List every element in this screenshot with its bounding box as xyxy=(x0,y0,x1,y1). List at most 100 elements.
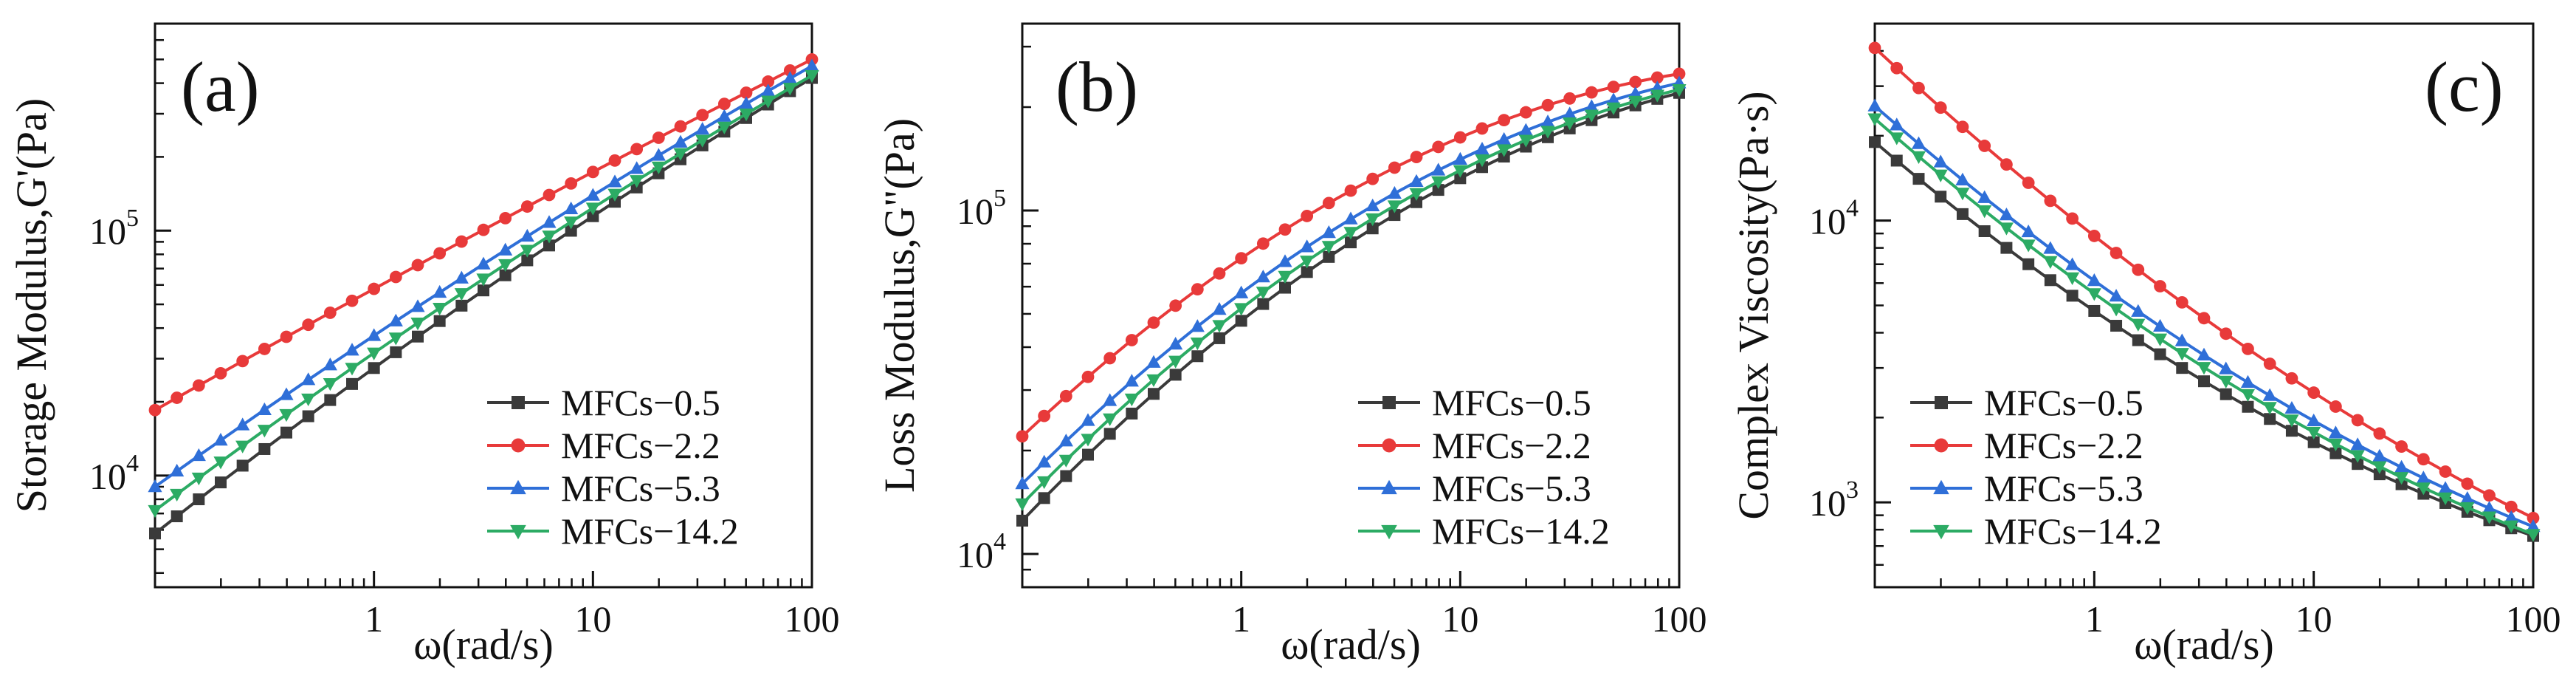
data-point xyxy=(455,299,468,312)
data-point xyxy=(2110,320,2123,332)
data-point xyxy=(1235,252,1248,265)
data-point xyxy=(1956,208,1969,220)
x-tick-label: 10 xyxy=(1442,598,1478,640)
data-point xyxy=(280,426,292,439)
data-point xyxy=(193,493,205,505)
series-1 xyxy=(148,53,819,417)
data-point xyxy=(1497,131,1512,146)
data-point xyxy=(1058,434,1073,447)
data-point xyxy=(2087,230,2101,242)
legend-label: MFCs−0.5 xyxy=(1432,382,1591,423)
data-point xyxy=(2483,489,2496,502)
data-point xyxy=(2022,258,2035,270)
data-point xyxy=(1015,498,1030,511)
data-point xyxy=(2000,242,2013,254)
data-point xyxy=(279,387,294,400)
data-point xyxy=(1955,172,1970,185)
y-axis-title: Complex Viscosity(Pa·s) xyxy=(1729,91,1777,519)
data-point xyxy=(565,225,577,237)
data-point xyxy=(1345,236,1357,249)
y-tick-label: 105 xyxy=(89,205,139,252)
data-point xyxy=(1366,198,1380,212)
data-point xyxy=(2021,239,2036,253)
data-point xyxy=(1366,213,1380,227)
data-point xyxy=(1933,169,1948,182)
data-point xyxy=(192,379,205,392)
series-2 xyxy=(1867,98,2541,533)
data-point xyxy=(2416,470,2431,484)
data-point xyxy=(2176,362,2188,374)
data-point xyxy=(2197,312,2211,325)
legend-label: MFCs−2.2 xyxy=(561,425,720,466)
data-point xyxy=(695,122,710,135)
data-point xyxy=(1629,75,1642,89)
x-tick-label: 1 xyxy=(365,598,383,640)
data-point xyxy=(2328,438,2343,452)
y-tick-label: 105 xyxy=(957,185,1006,232)
data-point xyxy=(2526,529,2541,542)
x-tick-label: 10 xyxy=(574,598,611,640)
data-point xyxy=(1410,151,1423,163)
data-point xyxy=(1541,98,1554,112)
series-1 xyxy=(1868,41,2540,524)
data-point xyxy=(191,448,206,462)
data-point xyxy=(1518,123,1533,136)
data-point xyxy=(1584,109,1599,123)
data-point xyxy=(171,391,184,404)
x-axis-title: ω(rad/s) xyxy=(1281,620,1421,668)
y-tick-exponent: 4 xyxy=(126,450,139,477)
legend-marker xyxy=(1381,524,1397,540)
x-tick-label: 100 xyxy=(785,598,840,640)
data-point xyxy=(1168,337,1183,350)
data-point xyxy=(2329,447,2342,459)
data-point xyxy=(1935,191,1947,203)
data-point xyxy=(2087,273,2101,287)
data-point xyxy=(1387,200,1402,213)
data-point xyxy=(1673,67,1686,81)
data-point xyxy=(2307,426,2321,440)
data-point xyxy=(1016,514,1028,527)
data-point xyxy=(2088,304,2101,317)
data-point xyxy=(2044,194,2057,208)
data-point xyxy=(2394,472,2409,485)
data-point xyxy=(389,270,402,284)
data-point xyxy=(1432,184,1444,196)
data-point xyxy=(1934,101,1947,114)
data-point xyxy=(478,284,489,297)
data-point xyxy=(1563,117,1577,131)
x-axis-title: ω(rad/s) xyxy=(413,620,554,668)
data-point xyxy=(345,343,359,356)
data-point xyxy=(213,433,228,446)
legend-marker xyxy=(1382,438,1397,453)
data-point xyxy=(2482,501,2497,514)
legend-label: MFCs−5.3 xyxy=(1984,468,2143,509)
data-point xyxy=(587,210,599,222)
y-tick-exponent: 4 xyxy=(1846,195,1859,222)
data-point xyxy=(782,71,797,84)
data-point xyxy=(1563,106,1577,120)
data-point xyxy=(2285,372,2298,385)
data-point xyxy=(2262,402,2277,415)
data-point xyxy=(191,472,206,486)
data-point xyxy=(607,188,622,202)
data-point xyxy=(1124,393,1139,407)
data-point xyxy=(2263,357,2276,370)
data-point xyxy=(235,440,250,454)
y-axis-title: Storage Modulus,G'(Pa) xyxy=(7,98,55,513)
data-point xyxy=(388,313,403,326)
data-point xyxy=(1911,151,1926,164)
data-point xyxy=(324,394,337,406)
data-point xyxy=(2132,334,2144,346)
data-point xyxy=(367,347,382,360)
data-point xyxy=(2219,388,2232,400)
data-point xyxy=(149,527,161,540)
data-point xyxy=(2527,511,2540,524)
data-point xyxy=(1431,176,1446,189)
data-point xyxy=(717,121,731,134)
data-point xyxy=(1868,41,1881,55)
data-point xyxy=(2328,425,2343,439)
data-point xyxy=(2482,511,2497,524)
data-point xyxy=(1890,61,1904,75)
data-point xyxy=(717,97,731,111)
